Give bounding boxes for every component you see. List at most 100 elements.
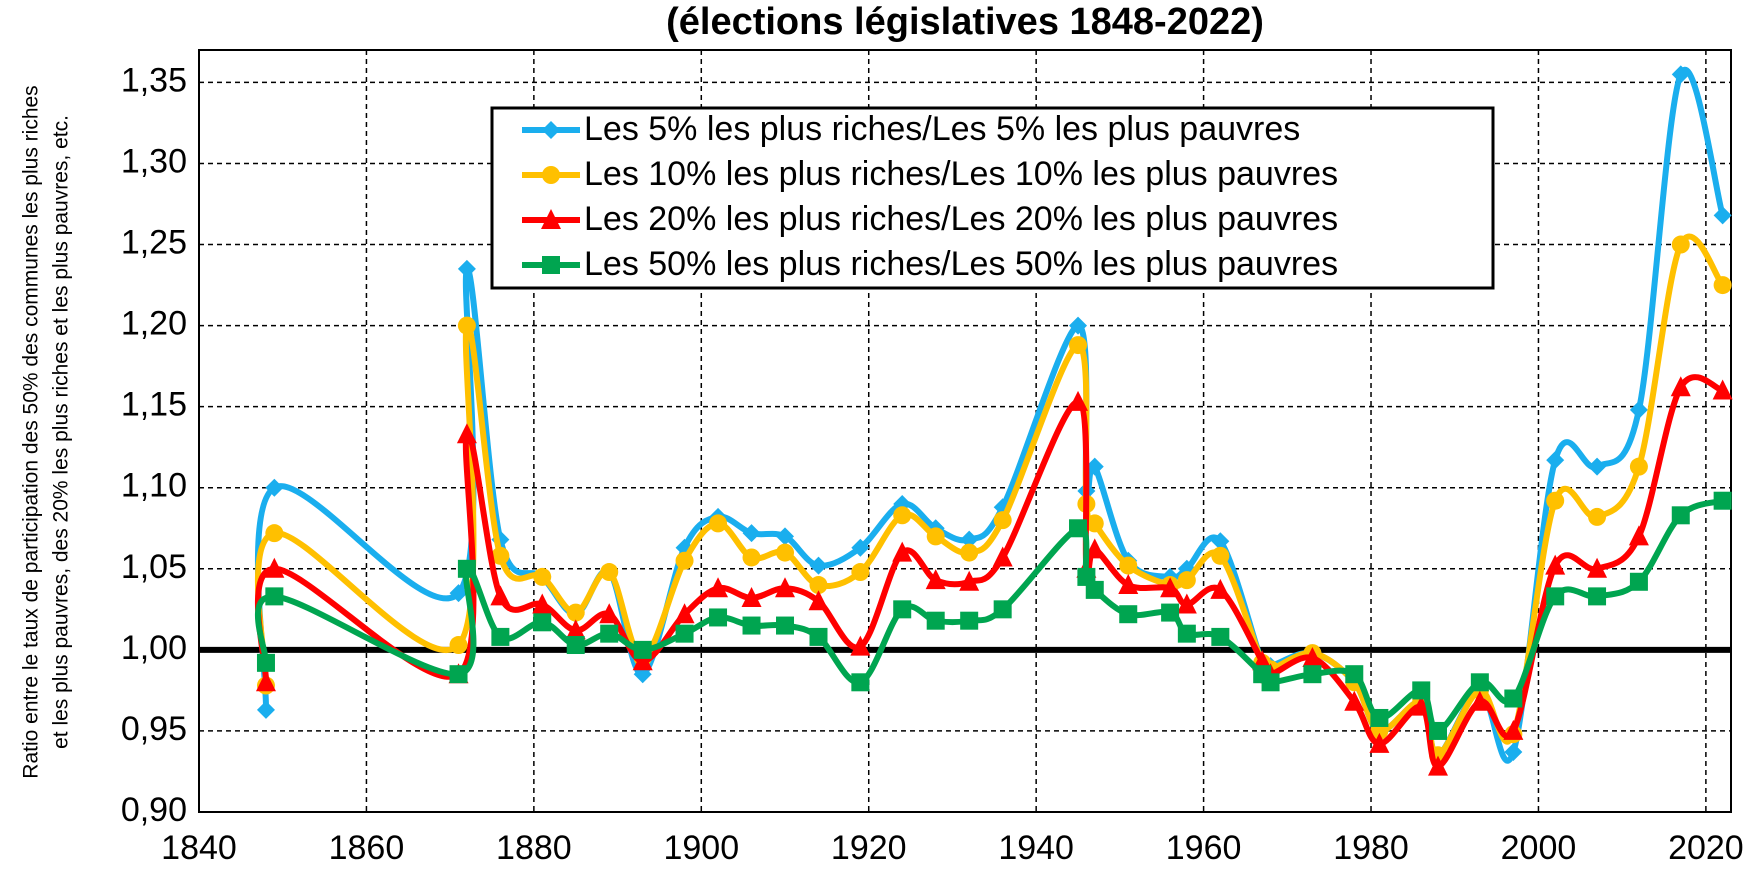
marker: [1344, 690, 1365, 711]
marker: [449, 636, 468, 655]
marker: [1119, 556, 1138, 575]
marker: [599, 603, 620, 624]
y-tick-label: 0,95: [121, 710, 187, 748]
marker: [1069, 336, 1088, 355]
marker: [809, 576, 828, 595]
marker: [255, 671, 276, 692]
marker: [542, 166, 560, 184]
marker: [960, 543, 979, 562]
marker: [1303, 665, 1322, 684]
y-axis-label: et les plus pauvres, des 20% les plus ri…: [50, 115, 73, 749]
legend-box: [490, 106, 1495, 290]
marker: [741, 586, 762, 607]
marker: [851, 563, 870, 582]
marker: [959, 570, 980, 591]
marker: [449, 584, 468, 603]
marker: [808, 590, 829, 611]
marker: [1712, 379, 1733, 400]
y-tick-label: 0,90: [121, 791, 187, 829]
marker: [675, 551, 694, 570]
legend-label: Les 50% les plus riches/Les 50% les plus…: [584, 245, 1338, 283]
marker: [1546, 587, 1565, 606]
marker: [256, 653, 275, 672]
marker: [632, 650, 653, 671]
y-tick-label: 1,15: [121, 386, 187, 424]
marker: [1177, 571, 1196, 590]
marker: [992, 546, 1013, 567]
marker: [456, 423, 477, 444]
y-tick-label: 1,00: [121, 629, 187, 667]
marker: [809, 556, 828, 575]
marker: [449, 665, 468, 684]
marker: [1588, 457, 1607, 476]
marker: [850, 635, 871, 656]
marker: [1210, 578, 1231, 599]
marker: [1085, 514, 1104, 533]
series: [255, 491, 1732, 740]
marker: [742, 548, 761, 567]
marker: [1469, 690, 1490, 711]
marker: [1428, 721, 1447, 740]
marker: [1427, 755, 1448, 776]
marker: [1177, 624, 1196, 643]
marker: [1085, 457, 1104, 476]
marker: [1302, 646, 1323, 667]
marker: [1211, 546, 1230, 565]
marker: [960, 611, 979, 630]
marker: [1713, 206, 1732, 225]
chart-title: (élections législatives 1848-2022): [666, 1, 1264, 43]
marker: [265, 478, 284, 497]
marker: [1671, 65, 1690, 84]
marker: [1588, 587, 1607, 606]
marker: [1160, 577, 1181, 598]
marker: [993, 511, 1012, 530]
marker: [742, 524, 761, 543]
marker: [675, 624, 694, 643]
marker: [264, 557, 285, 578]
marker: [1628, 525, 1649, 546]
x-tick-label: 1940: [998, 829, 1074, 867]
marker: [532, 593, 553, 614]
marker: [1345, 665, 1364, 684]
marker: [600, 563, 619, 582]
marker: [1211, 627, 1230, 646]
marker: [1588, 507, 1607, 526]
marker: [600, 624, 619, 643]
marker: [926, 527, 945, 546]
marker: [265, 524, 284, 543]
marker: [491, 546, 510, 565]
marker: [1670, 376, 1691, 397]
marker: [851, 673, 870, 692]
y-tick-label: 1,20: [121, 305, 187, 343]
marker: [1504, 743, 1523, 762]
marker: [1587, 557, 1608, 578]
y-tick-label: 1,05: [121, 548, 187, 586]
marker: [1545, 554, 1566, 575]
marker: [1176, 593, 1197, 614]
marker: [1629, 457, 1648, 476]
marker: [925, 569, 946, 590]
marker: [1629, 572, 1648, 591]
marker: [1261, 673, 1280, 692]
series-line: [255, 497, 1724, 734]
marker: [490, 585, 511, 606]
y-axis-label: Ratio entre le taux de participation des…: [20, 85, 43, 778]
marker: [809, 627, 828, 646]
marker: [457, 259, 476, 278]
x-tick-label: 1960: [1166, 829, 1242, 867]
marker: [1370, 708, 1389, 727]
marker: [1084, 538, 1105, 559]
marker: [541, 209, 561, 229]
x-tick-label: 1920: [831, 829, 907, 867]
y-tick-label: 1,10: [121, 467, 187, 505]
marker: [1546, 451, 1565, 470]
marker: [265, 587, 284, 606]
marker: [1503, 719, 1524, 740]
y-tick-label: 1,30: [121, 142, 187, 180]
x-tick-label: 1840: [161, 829, 237, 867]
legend-label: Les 10% les plus riches/Les 10% les plus…: [584, 155, 1338, 193]
marker: [742, 616, 761, 635]
marker: [1369, 732, 1390, 753]
marker: [533, 613, 552, 632]
